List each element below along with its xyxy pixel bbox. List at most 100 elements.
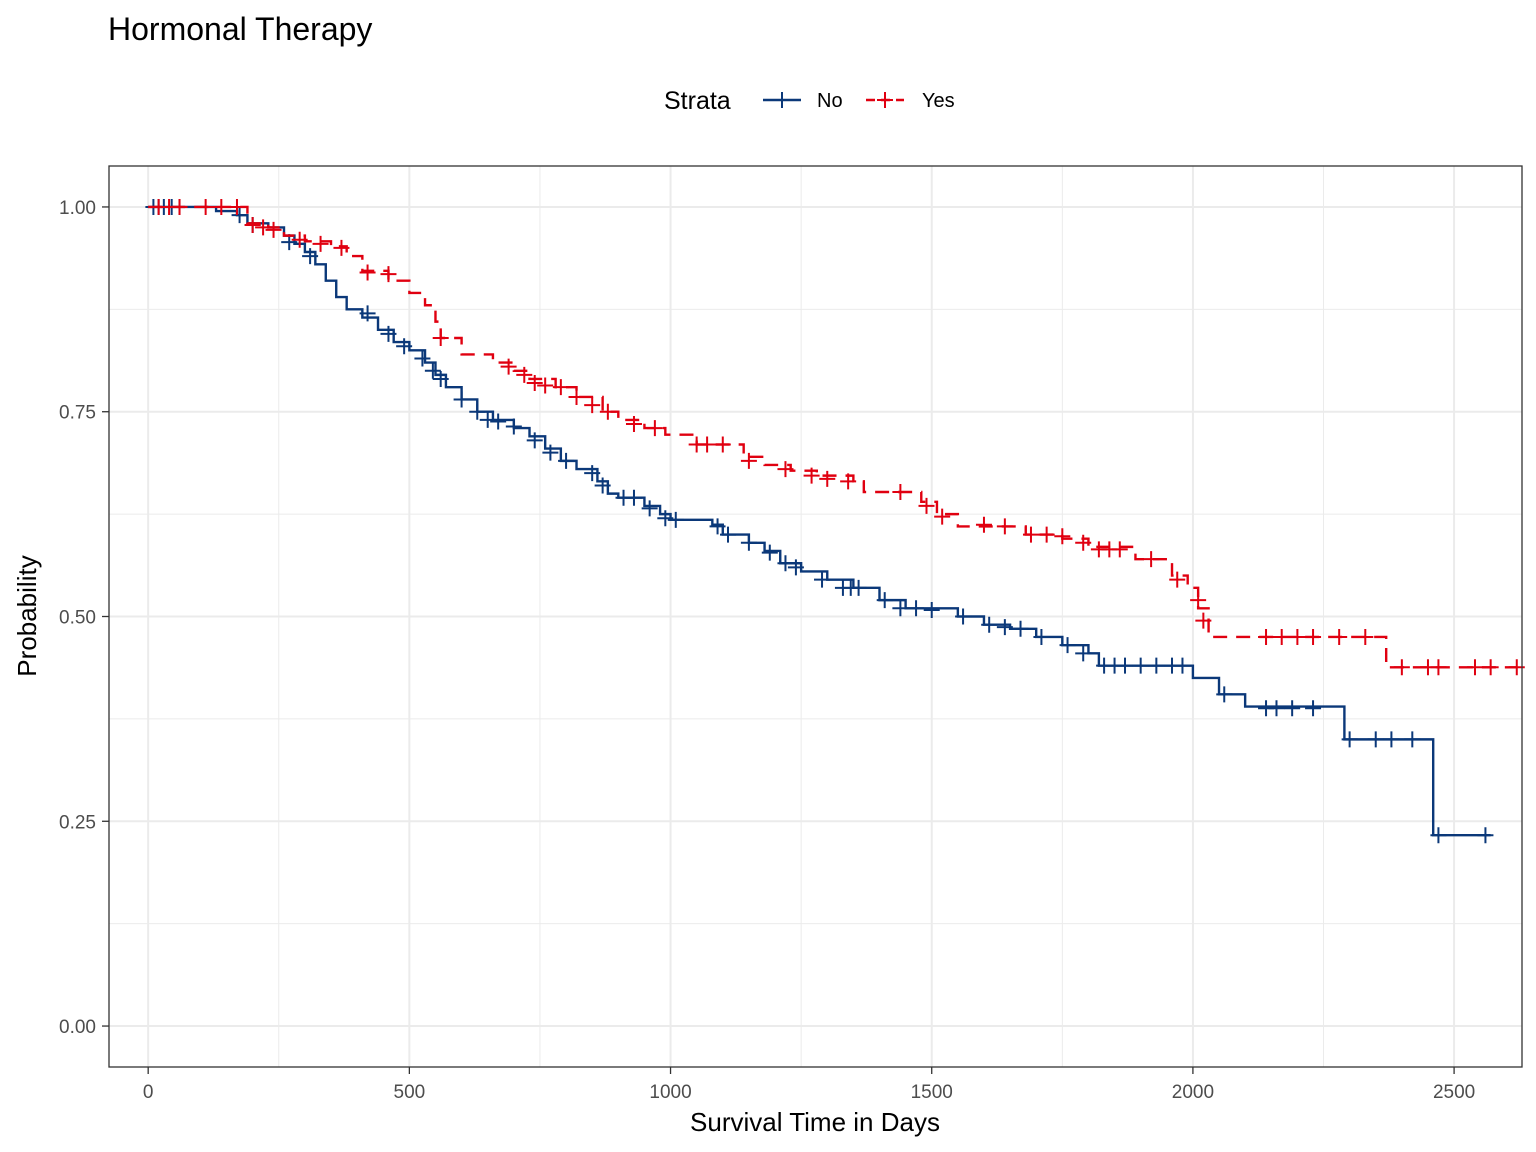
- censor-mark-no: [505, 418, 522, 435]
- series-layer: [145, 198, 1525, 844]
- censor-mark-yes: [1466, 659, 1483, 676]
- censor-mark-no: [542, 444, 559, 461]
- censor-mark-yes: [1393, 659, 1410, 676]
- censor-mark-no: [850, 579, 867, 596]
- censor-mark-yes: [625, 416, 642, 433]
- censor-mark-yes: [537, 377, 554, 394]
- censor-mark-no: [720, 526, 737, 543]
- censor-mark-yes: [975, 516, 992, 533]
- censor-mark-yes: [244, 216, 261, 233]
- censor-mark-no: [1148, 657, 1165, 674]
- censor-mark-no: [625, 489, 642, 506]
- y-tick-label: 1.00: [59, 198, 96, 219]
- censor-mark-yes: [1169, 571, 1186, 588]
- censor-mark-no: [876, 592, 893, 609]
- censor-mark-yes: [1038, 526, 1055, 543]
- x-tick-label: 2500: [1433, 1082, 1475, 1103]
- censor-mark-no: [908, 600, 925, 617]
- censor-mark-yes: [740, 452, 757, 469]
- censor-mark-no: [657, 510, 674, 527]
- censor-mark-no: [667, 511, 684, 528]
- y-tick-label: 0.25: [59, 812, 96, 833]
- censor-mark-no: [1305, 700, 1322, 717]
- grid: [109, 166, 1522, 1067]
- censor-mark-yes: [516, 366, 533, 383]
- censor-mark-yes: [552, 379, 569, 396]
- censor-mark-yes: [584, 397, 601, 414]
- censor-mark-yes: [1111, 541, 1128, 558]
- censor-mark-no: [469, 403, 486, 420]
- censor-mark-yes: [803, 467, 820, 484]
- censor-mark-no: [1117, 657, 1133, 674]
- series-no: [145, 198, 1494, 844]
- censor-mark-yes: [714, 436, 731, 453]
- censor-mark-yes: [1357, 628, 1374, 645]
- censor-mark-no: [1033, 628, 1050, 645]
- censor-mark-no: [359, 305, 376, 322]
- censor-mark-no: [923, 601, 940, 618]
- censor-mark-no: [892, 600, 909, 617]
- censor-mark-no: [281, 234, 298, 251]
- censor-mark-no: [1284, 700, 1301, 717]
- legend: Strata No Yes: [664, 87, 955, 115]
- censor-mark-no: [777, 555, 794, 572]
- censor-mark-yes: [380, 266, 397, 283]
- censor-mark-yes: [197, 198, 214, 215]
- y-tick-label: 0.00: [59, 1017, 96, 1038]
- legend-title: Strata: [664, 87, 731, 115]
- censor-mark-no: [996, 619, 1013, 636]
- censor-mark-no: [1404, 731, 1421, 748]
- legend-key-no: [763, 92, 801, 108]
- censor-mark-yes: [819, 470, 836, 487]
- censor-mark-no: [641, 500, 658, 517]
- x-tick-label: 2000: [1172, 1082, 1214, 1103]
- censor-mark-yes: [1273, 628, 1290, 645]
- censor-mark-no: [231, 207, 248, 224]
- censor-mark-no: [558, 452, 575, 469]
- chart-title: Hormonal Therapy: [108, 11, 372, 47]
- series-line-yes: [148, 205, 1517, 669]
- censor-mark-yes: [1305, 628, 1322, 645]
- censor-mark-yes: [291, 231, 308, 248]
- censor-mark-yes: [1430, 659, 1447, 676]
- censor-mark-yes: [840, 473, 857, 490]
- censor-mark-no: [1075, 645, 1092, 662]
- censor-mark-yes: [777, 461, 794, 478]
- censor-mark-no: [1012, 620, 1029, 637]
- censor-mark-yes: [228, 198, 245, 215]
- censor-mark-no: [1268, 700, 1285, 717]
- legend-label-yes: Yes: [922, 90, 955, 112]
- y-tick-label: 0.50: [59, 608, 96, 629]
- censor-mark-yes: [568, 388, 585, 405]
- x-tick-label: 500: [394, 1082, 426, 1103]
- censor-mark-no: [479, 411, 496, 428]
- censor-mark-no: [1383, 731, 1400, 748]
- censor-mark-no: [1132, 657, 1149, 674]
- censor-mark-no: [584, 465, 601, 482]
- censor-mark-yes: [892, 483, 909, 500]
- censor-mark-yes: [500, 358, 517, 375]
- censor-mark-no: [396, 338, 413, 355]
- censor-mark-yes: [432, 330, 449, 347]
- censor-mark-no: [740, 534, 757, 551]
- censor-mark-yes: [646, 420, 663, 437]
- x-axis-title: Survival Time in Days: [690, 1107, 940, 1137]
- censor-mark-yes: [918, 497, 935, 514]
- censor-mark-no: [432, 370, 449, 387]
- censor-mark-yes: [1195, 612, 1212, 629]
- censor-mark-no: [453, 391, 470, 408]
- censor-mark-no: [709, 518, 726, 535]
- censor-mark-no: [1174, 657, 1191, 674]
- censor-mark-yes: [213, 198, 230, 215]
- censor-mark-yes: [333, 239, 350, 256]
- censor-mark-no: [1367, 731, 1384, 748]
- censor-mark-yes: [934, 508, 951, 525]
- censor-mark-no: [594, 477, 611, 494]
- censor-mark-no: [1059, 637, 1076, 654]
- censor-mark-no: [490, 413, 507, 430]
- censor-mark-yes: [699, 436, 716, 453]
- censor-mark-no: [1341, 731, 1358, 748]
- censor-mark-yes: [1054, 528, 1071, 545]
- censor-mark-no: [814, 571, 831, 588]
